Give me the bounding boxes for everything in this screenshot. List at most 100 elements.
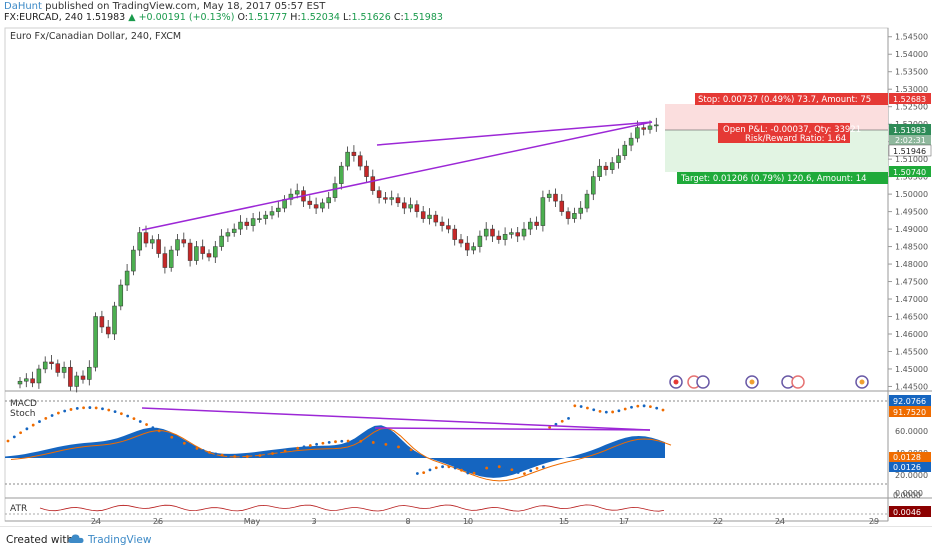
stoch-dot — [315, 442, 319, 446]
price-tick-label: 1.48000 — [895, 260, 928, 269]
candle — [194, 246, 199, 261]
candle — [477, 235, 483, 247]
price-tick-label: 1.45000 — [895, 365, 928, 374]
candle — [370, 176, 376, 191]
publish-line: DaHunt published on TradingView.com, May… — [4, 1, 325, 12]
author-link[interactable]: DaHunt — [4, 1, 42, 12]
candle — [244, 221, 250, 226]
stoch-dot — [378, 441, 381, 445]
event-icon-6[interactable] — [791, 375, 805, 389]
stoch-dot — [504, 466, 507, 470]
event-icon-7-dot — [859, 379, 865, 385]
target-label-box[interactable] — [677, 172, 888, 184]
atr-value-tag — [889, 506, 931, 517]
candle — [131, 249, 136, 272]
stoch-dot — [138, 420, 142, 423]
stoch-dot — [220, 453, 224, 457]
stoch-dot — [19, 431, 22, 435]
candle — [502, 234, 508, 240]
stoch-dot — [397, 445, 400, 449]
stoch-dot — [466, 471, 470, 475]
macd-label: MACD — [10, 399, 37, 409]
divergence-line-1[interactable] — [141, 407, 651, 431]
candle — [313, 204, 319, 209]
stop-label-box[interactable] — [695, 93, 888, 105]
stoch-dot — [384, 443, 388, 446]
trendline-lower[interactable] — [376, 121, 653, 146]
stoch-dot — [31, 423, 35, 427]
stoch-dot — [541, 465, 545, 469]
stoch-dot — [126, 414, 130, 418]
candle — [143, 232, 149, 244]
price-tick-label: 1.53000 — [895, 85, 928, 94]
stoch-dot — [63, 409, 67, 413]
candle — [213, 246, 218, 258]
candle — [471, 246, 476, 251]
stoch-dot — [271, 452, 274, 455]
stoch-dot — [245, 455, 249, 458]
price-chart[interactable]: Euro Fx/Canadian Dollar, 240, FXCM 1.545… — [0, 24, 932, 526]
price-tick-label: 1.54000 — [895, 50, 928, 59]
stoch-dot — [636, 404, 640, 408]
candle — [168, 249, 174, 268]
candle — [483, 228, 489, 237]
candle — [515, 232, 520, 237]
price-tick-label: 1.52500 — [895, 103, 928, 112]
stoch-dot — [346, 439, 350, 443]
stoch-dot — [327, 440, 331, 444]
stoch-dot — [239, 455, 243, 459]
candle — [439, 221, 445, 226]
stoch-dot — [164, 432, 167, 436]
stop-label: Stop: 0.00737 (0.49%) 73.7, Amount: 75 — [698, 95, 871, 105]
close-label: C: — [393, 12, 404, 23]
macd-value1: 91.7520 — [893, 408, 926, 417]
stoch-dot — [302, 445, 306, 449]
trendline-upper[interactable] — [141, 121, 653, 231]
pnl-box[interactable] — [718, 123, 850, 143]
stoch-dot — [233, 455, 237, 458]
candle — [458, 239, 464, 244]
candle — [641, 127, 646, 130]
time-axis: 24 26 May 3 8 10 15 17 22 24 29 — [91, 517, 879, 526]
stoch-tick-label: 60.0000 — [895, 427, 928, 436]
stoch-dot — [94, 406, 98, 410]
stoch-dot — [157, 429, 161, 433]
candle — [200, 246, 205, 254]
candle — [427, 214, 432, 219]
stoch-dot — [201, 449, 205, 452]
publish-header: DaHunt published on TradingView.com, May… — [0, 0, 932, 24]
stoch-dot — [101, 407, 104, 411]
chart-title: Euro Fx/Canadian Dollar, 240, FXCM — [10, 31, 181, 42]
last-price-tag — [889, 124, 931, 135]
high-value: 1.52034 — [300, 12, 340, 23]
stoch-dot — [485, 466, 489, 470]
stoch-dot — [548, 426, 552, 429]
time-tick-label: 15 — [559, 517, 569, 526]
macd-histogram-area — [5, 425, 665, 478]
candle — [326, 197, 331, 204]
stoch-dot — [649, 405, 652, 409]
candle — [17, 380, 23, 385]
candle — [294, 190, 300, 195]
candle — [206, 253, 212, 258]
price-tick-label: 1.49000 — [895, 225, 928, 234]
atr-line — [39, 504, 665, 512]
event-icon-3[interactable] — [696, 375, 710, 389]
price-tick-label: 1.46500 — [895, 313, 928, 322]
candle — [509, 232, 514, 235]
stoch-dot — [598, 409, 602, 413]
atr-label: ATR — [10, 504, 27, 514]
candle — [61, 366, 67, 373]
tradingview-brand[interactable]: TradingView — [88, 534, 152, 546]
stoch-label: Stoch — [10, 409, 35, 419]
stoch-tick-label: 0.0000 — [895, 489, 923, 498]
stoch-dot — [428, 468, 432, 472]
stoch-dot — [195, 446, 199, 450]
stoch-dot — [308, 444, 312, 447]
stoch-dot — [119, 412, 123, 416]
candle — [584, 193, 590, 209]
candle — [339, 165, 344, 184]
divergence-line-2[interactable] — [374, 427, 651, 431]
stoch-dot — [151, 426, 155, 430]
price-axis: 1.545001.540001.535001.530001.525001.520… — [888, 33, 928, 391]
